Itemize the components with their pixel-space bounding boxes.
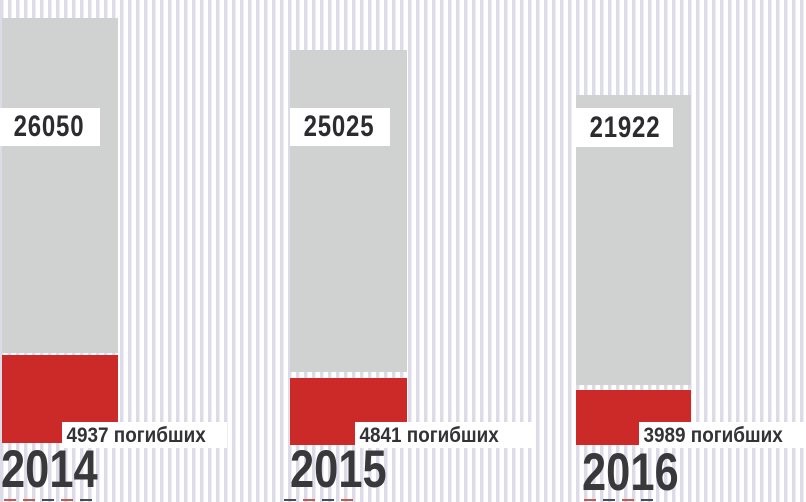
clipped-bottom-artifact-2015 [284, 499, 353, 501]
deaths-text-2015: 4841 погибших [359, 423, 499, 447]
deaths-text-2014: 4937 погибших [66, 423, 206, 447]
clipped-bottom-artifact-2016 [584, 499, 653, 501]
deaths-text-2016: 3989 погибших [643, 423, 783, 447]
year-label-2016: 2016 [582, 443, 679, 502]
gray-bar-2014 [2, 18, 118, 353]
value-label-2014: 26050 [0, 108, 100, 146]
value-label-2015: 25025 [290, 108, 390, 146]
clipped-bottom-artifact-2014 [4, 499, 92, 501]
value-text-2015: 25025 [303, 110, 375, 143]
year-label-2014: 2014 [1, 440, 98, 499]
value-text-2014: 26050 [13, 110, 85, 143]
gray-bar-2015 [290, 50, 407, 372]
deaths-label-2015: 4841 погибших [355, 422, 533, 448]
deaths-label-2014: 4937 погибших [62, 422, 227, 448]
value-text-2016: 21922 [589, 110, 661, 144]
value-label-2016: 21922 [576, 108, 673, 147]
deaths-label-2016: 3989 погибших [639, 422, 806, 448]
year-label-2015: 2015 [290, 440, 387, 499]
